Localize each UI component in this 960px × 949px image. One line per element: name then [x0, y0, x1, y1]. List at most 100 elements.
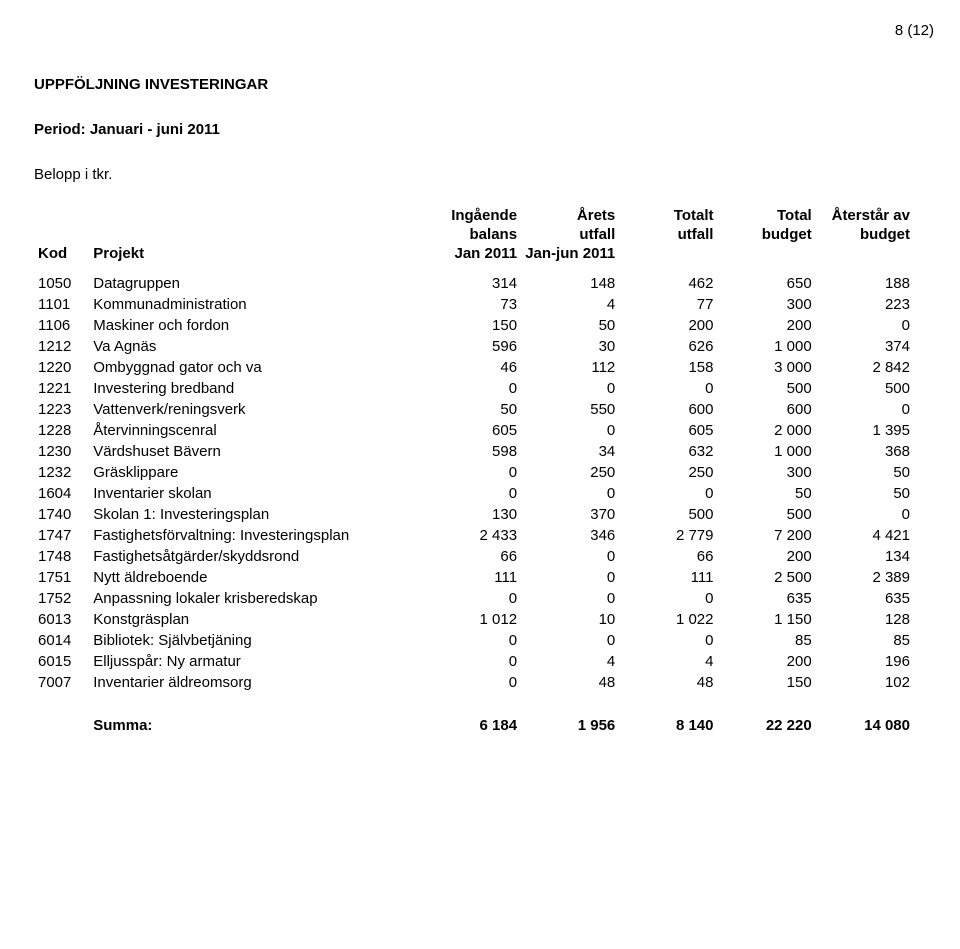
table-row: 1221Investering bredband000500500 — [34, 378, 914, 399]
cell-budget: 7 200 — [717, 525, 815, 546]
header-totalt: Totalt utfall — [619, 205, 717, 273]
cell-budget: 600 — [717, 399, 815, 420]
cell-projekt: Datagruppen — [89, 273, 423, 294]
cell-budget: 500 — [717, 504, 815, 525]
cell-projekt: Konstgräsplan — [89, 609, 423, 630]
cell-projekt: Nytt äldreboende — [89, 567, 423, 588]
sum-totalt: 8 140 — [619, 711, 717, 736]
header-line: Jan 2011 — [454, 245, 517, 262]
cell-ingaende: 50 — [423, 399, 521, 420]
table-row: 1748Fastighetsåtgärder/skyddsrond6606620… — [34, 546, 914, 567]
section-title: UPPFÖLJNING INVESTERINGAR — [34, 76, 934, 93]
cell-budget: 500 — [717, 378, 815, 399]
cell-budget: 1 150 — [717, 609, 815, 630]
cell-kod: 1748 — [34, 546, 89, 567]
table-row: 1106Maskiner och fordon150502002000 — [34, 315, 914, 336]
cell-budget: 635 — [717, 588, 815, 609]
cell-kod: 1740 — [34, 504, 89, 525]
cell-budget: 1 000 — [717, 441, 815, 462]
page-number: 8 (12) — [895, 22, 934, 39]
table-row: 1230Värdshuset Bävern598346321 000368 — [34, 441, 914, 462]
cell-aterstar: 368 — [816, 441, 914, 462]
cell-aterstar: 134 — [816, 546, 914, 567]
cell-ingaende: 0 — [423, 651, 521, 672]
header-ingaende: Ingående balans Jan 2011 — [423, 205, 521, 273]
cell-ingaende: 46 — [423, 357, 521, 378]
cell-kod: 1604 — [34, 483, 89, 504]
header-line: Årets — [577, 207, 615, 224]
cell-kod: 1050 — [34, 273, 89, 294]
cell-budget: 2 500 — [717, 567, 815, 588]
header-line: Ingående — [451, 207, 517, 224]
cell-budget: 2 000 — [717, 420, 815, 441]
investment-table: Kod Projekt Ingående balans Jan 2011 Åre… — [34, 205, 914, 736]
table-row: 1212Va Agnäs596306261 000374 — [34, 336, 914, 357]
cell-projekt: Gräsklippare — [89, 462, 423, 483]
cell-projekt: Värdshuset Bävern — [89, 441, 423, 462]
table-row: 1740Skolan 1: Investeringsplan1303705005… — [34, 504, 914, 525]
cell-aterstar: 635 — [816, 588, 914, 609]
cell-aterstar: 500 — [816, 378, 914, 399]
cell-ingaende: 0 — [423, 630, 521, 651]
cell-ingaende: 130 — [423, 504, 521, 525]
header-line: utfall — [579, 226, 615, 243]
cell-totalt: 48 — [619, 672, 717, 693]
cell-totalt: 4 — [619, 651, 717, 672]
table-header-row: Kod Projekt Ingående balans Jan 2011 Åre… — [34, 205, 914, 273]
header-projekt: Projekt — [89, 205, 423, 273]
cell-aterstar: 50 — [816, 462, 914, 483]
cell-kod: 1752 — [34, 588, 89, 609]
cell-arets: 0 — [521, 588, 619, 609]
sum-label: Summa: — [89, 711, 423, 736]
header-line: Totalt — [674, 207, 714, 224]
table-row: 7007Inventarier äldreomsorg04848150102 — [34, 672, 914, 693]
cell-totalt: 2 779 — [619, 525, 717, 546]
cell-kod: 1221 — [34, 378, 89, 399]
table-row: 1228Återvinningscenral60506052 0001 395 — [34, 420, 914, 441]
cell-totalt: 77 — [619, 294, 717, 315]
header-kod: Kod — [34, 205, 89, 273]
cell-aterstar: 223 — [816, 294, 914, 315]
cell-budget: 85 — [717, 630, 815, 651]
cell-aterstar: 196 — [816, 651, 914, 672]
table-row: 6013Konstgräsplan1 012101 0221 150128 — [34, 609, 914, 630]
cell-arets: 4 — [521, 651, 619, 672]
cell-kod: 6014 — [34, 630, 89, 651]
cell-arets: 0 — [521, 567, 619, 588]
cell-projekt: Bibliotek: Självbetjäning — [89, 630, 423, 651]
header-line: Återstår av — [832, 207, 910, 224]
header-line: balans — [470, 226, 518, 243]
table-row: 1220Ombyggnad gator och va461121583 0002… — [34, 357, 914, 378]
cell-kod: 1747 — [34, 525, 89, 546]
cell-totalt: 1 022 — [619, 609, 717, 630]
cell-kod: 1230 — [34, 441, 89, 462]
table-row: 6014Bibliotek: Självbetjäning0008585 — [34, 630, 914, 651]
cell-kod: 1220 — [34, 357, 89, 378]
header-line: utfall — [678, 226, 714, 243]
cell-arets: 250 — [521, 462, 619, 483]
cell-ingaende: 0 — [423, 378, 521, 399]
cell-arets: 48 — [521, 672, 619, 693]
cell-kod: 1223 — [34, 399, 89, 420]
cell-kod: 6013 — [34, 609, 89, 630]
cell-ingaende: 598 — [423, 441, 521, 462]
cell-kod: 7007 — [34, 672, 89, 693]
cell-projekt: Anpassning lokaler krisberedskap — [89, 588, 423, 609]
cell-totalt: 0 — [619, 630, 717, 651]
cell-ingaende: 605 — [423, 420, 521, 441]
cell-budget: 1 000 — [717, 336, 815, 357]
cell-budget: 300 — [717, 294, 815, 315]
cell-aterstar: 0 — [816, 504, 914, 525]
cell-totalt: 0 — [619, 378, 717, 399]
cell-totalt: 66 — [619, 546, 717, 567]
cell-aterstar: 4 421 — [816, 525, 914, 546]
cell-ingaende: 1 012 — [423, 609, 521, 630]
cell-totalt: 250 — [619, 462, 717, 483]
cell-aterstar: 1 395 — [816, 420, 914, 441]
cell-projekt: Ombyggnad gator och va — [89, 357, 423, 378]
cell-totalt: 0 — [619, 483, 717, 504]
cell-totalt: 632 — [619, 441, 717, 462]
sum-arets: 1 956 — [521, 711, 619, 736]
sum-budget: 22 220 — [717, 711, 815, 736]
table-row: 1232Gräsklippare025025030050 — [34, 462, 914, 483]
